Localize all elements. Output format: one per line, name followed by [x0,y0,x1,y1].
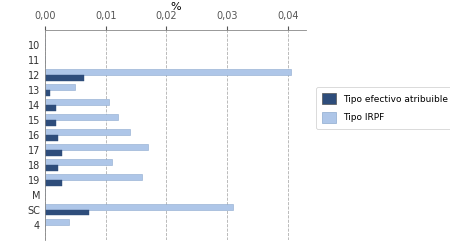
Bar [45,204,233,210]
Bar [45,120,56,126]
Bar [45,150,62,156]
Bar [45,75,85,81]
Bar [45,144,148,150]
Bar [45,165,58,170]
Bar [45,135,58,141]
Bar [45,129,130,135]
Bar [45,90,50,96]
Legend: Tipo efectivo atribuible, Tipo IRPF: Tipo efectivo atribuible, Tipo IRPF [316,87,450,129]
Bar [45,174,142,180]
Bar [45,84,75,90]
Bar [45,105,56,111]
Bar [45,159,112,165]
Bar [45,180,62,186]
X-axis label: %: % [170,2,181,12]
Bar [45,210,89,216]
Bar [45,100,109,105]
Bar [45,114,118,120]
Bar [45,219,69,225]
Bar [45,70,291,75]
